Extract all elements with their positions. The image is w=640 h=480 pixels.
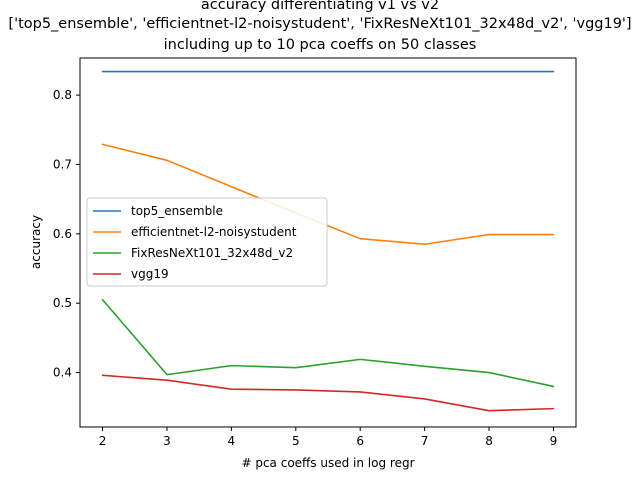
- plot-area: [79, 57, 577, 428]
- legend-label-vgg19: vgg19: [131, 267, 169, 281]
- legend-label-efficientnet-l2-noisystudent: efficientnet-l2-noisystudent: [131, 225, 297, 239]
- x-tick-label: 6: [356, 434, 364, 448]
- x-tick-label: 9: [550, 434, 558, 448]
- x-tick-label: 7: [421, 434, 429, 448]
- legend-box: [86, 197, 328, 287]
- x-axis: 2 3 4 5 6 7 8 9: [99, 427, 558, 448]
- x-tick-label: 8: [485, 434, 493, 448]
- series-layer: [101, 70, 555, 412]
- chart-title-line-3: including up to 10 pca coeffs on 50 clas…: [164, 37, 477, 53]
- series-line-fixresnext101-32x48d-v2: [101, 298, 555, 388]
- x-tick-label: 4: [228, 434, 236, 448]
- y-axis: 0.4 0.5 0.6 0.7 0.8: [53, 88, 80, 380]
- y-tick-label: 0.6: [53, 227, 72, 241]
- chart-title-line-1: accuracy differentiating v1 vs v2: [201, 0, 439, 13]
- series-line-efficientnet-l2-noisystudent: [101, 143, 555, 246]
- x-tick-label: 3: [163, 434, 171, 448]
- x-tick-label: 2: [99, 434, 107, 448]
- series-line-vgg19: [101, 374, 555, 412]
- chart-title-line-2: ['top5_ensemble', 'efficientnet-l2-noisy…: [8, 16, 631, 32]
- legend: top5_ensemble efficientnet-l2-noisystuden…: [86, 197, 328, 287]
- y-tick-label: 0.8: [53, 88, 72, 102]
- x-axis-label: # pca coeffs used in log regr: [241, 456, 414, 470]
- y-tick-label: 0.5: [53, 296, 72, 310]
- legend-label-fixresnext101-32x48d-v2: FixResNeXt101_32x48d_v2: [131, 246, 293, 260]
- y-axis-label: accuracy: [29, 215, 43, 269]
- y-tick-label: 0.4: [53, 366, 72, 380]
- x-tick-label: 5: [292, 434, 300, 448]
- legend-label-top5-ensemble: top5_ensemble: [131, 204, 223, 218]
- y-tick-label: 0.7: [53, 157, 72, 171]
